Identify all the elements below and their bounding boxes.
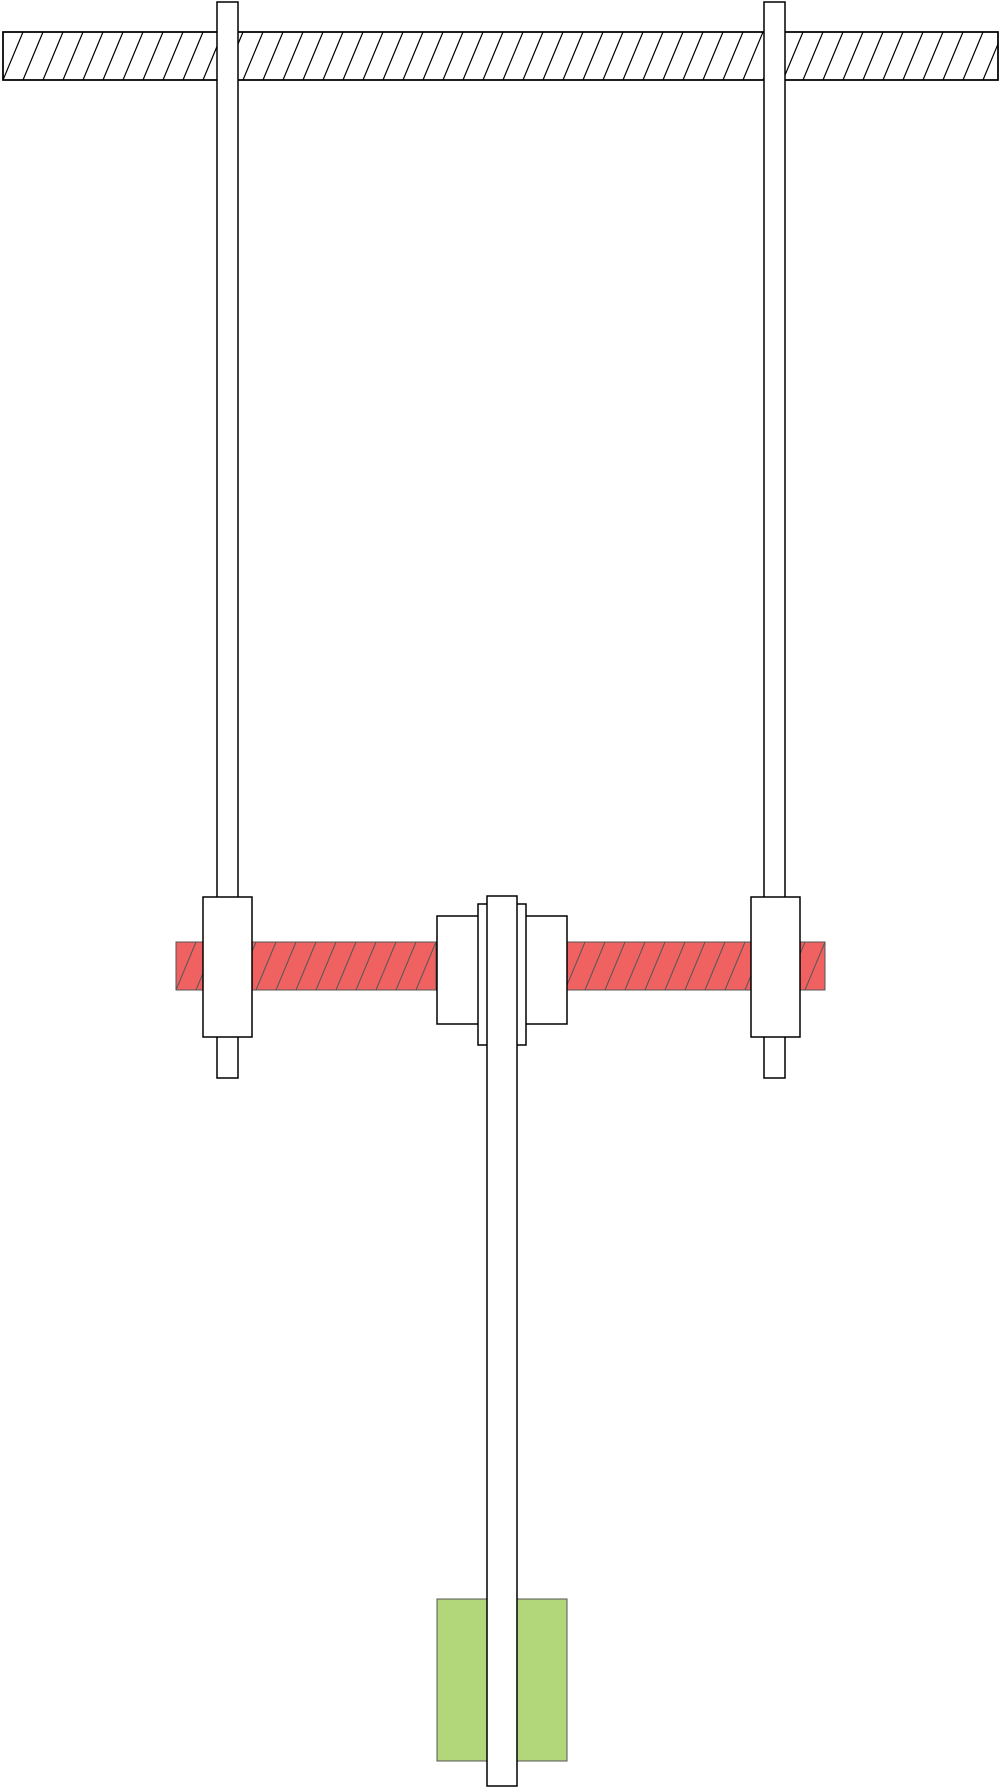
ceiling-beam-hatch-line (322, 32, 344, 80)
ceiling-beam-hatching (3, 32, 998, 80)
ceiling-beam-hatch-line (162, 32, 184, 80)
ceiling-beam-hatch-line (682, 32, 704, 80)
ceiling-beam-hatch-line (802, 32, 824, 80)
ceiling-beam-hatch-line (562, 32, 584, 80)
ceiling-beam-hatch-line (122, 32, 144, 80)
ceiling-beam-hatch-line (882, 32, 904, 80)
ceiling-beam-hatch-line (942, 32, 964, 80)
red-crossbar-hatch-line (664, 942, 686, 990)
red-crossbar-hatch-line (704, 942, 726, 990)
left-clamp-block (202, 896, 253, 1038)
ceiling-beam-hatch-line (3, 32, 24, 80)
ceiling-beam-hatch-line (342, 32, 364, 80)
ceiling-beam-hatch-line (62, 32, 84, 80)
ceiling-beam-hatch-line (482, 32, 504, 80)
red-crossbar-hatch-line (565, 942, 586, 990)
red-crossbar-hatch-line (355, 942, 377, 990)
red-crossbar-hatch-line (255, 942, 277, 990)
red-crossbar-left-outline (175, 941, 437, 991)
red-crossbar-hatch-line (804, 942, 825, 990)
ceiling-beam-hatch-line (242, 32, 264, 80)
ceiling-beam-hatch-line (522, 32, 544, 80)
ceiling-beam-hatch-line (742, 32, 764, 80)
ceiling-beam-hatch-line (182, 32, 204, 80)
red-crossbar-hatch-line (395, 942, 417, 990)
red-crossbar-hatch-line (644, 942, 666, 990)
ceiling-beam-hatch-line (382, 32, 404, 80)
ceiling-beam-hatch-line (402, 32, 424, 80)
ceiling-beam-hatch-line (462, 32, 484, 80)
red-crossbar-hatch-line (584, 942, 606, 990)
red-crossbar-hatch-line (275, 942, 297, 990)
ceiling-beam-hatch-line (22, 32, 44, 80)
red-crossbar-hatch-line (624, 942, 646, 990)
ceiling-beam-hatch-line (722, 32, 744, 80)
ceiling-beam-hatch-line (902, 32, 924, 80)
red-crossbar-hatch-line (375, 942, 397, 990)
ceiling-beam-hatch-line (582, 32, 604, 80)
ceiling-beam-hatch-line (862, 32, 884, 80)
ceiling-beam-hatch-line (502, 32, 524, 80)
ceiling-beam-hatch-line (662, 32, 684, 80)
red-crossbar-hatch-line (176, 942, 197, 990)
right-hanger-rod (763, 1, 786, 1079)
ceiling-beam-hatch-line (282, 32, 304, 80)
right-clamp-block (750, 896, 801, 1038)
ceiling-beam-hatch-line (922, 32, 944, 80)
ceiling-beam-hatch-line (302, 32, 324, 80)
ceiling-beam-hatch-line (262, 32, 284, 80)
ceiling-beam-hatch-line (702, 32, 724, 80)
red-crossbar-hatch-line (315, 942, 337, 990)
ceiling-beam-hatch-line (622, 32, 644, 80)
ceiling-beam-hatch-line (42, 32, 64, 80)
ceiling-beam-hatch-line (602, 32, 624, 80)
ceiling-beam-hatch-line (822, 32, 844, 80)
ceiling-beam-hatch-line (442, 32, 464, 80)
ceiling-beam-hatch-line (142, 32, 164, 80)
left-hanger-rod (216, 1, 239, 1079)
ceiling-beam-hatch-line (782, 32, 804, 80)
ceiling-beam-hatch-line (842, 32, 864, 80)
ceiling-beam-hatch-line (102, 32, 124, 80)
ceiling-beam (2, 31, 999, 81)
red-crossbar-hatch-line (684, 942, 706, 990)
red-crossbar-hatch-line (176, 942, 177, 944)
ceiling-beam-hatch-line (82, 32, 104, 80)
ceiling-beam-hatch-line (422, 32, 444, 80)
red-crossbar-hatch-line (824, 988, 825, 990)
ceiling-beam-hatch-line (542, 32, 564, 80)
red-crossbar-hatch-line (295, 942, 317, 990)
ceiling-beam-hatch-line (962, 32, 984, 80)
ceiling-beam-hatch-line (982, 42, 998, 80)
ceiling-beam-hatch-line (642, 32, 664, 80)
red-crossbar-hatch-line (335, 942, 357, 990)
red-crossbar-hatch-line (415, 942, 436, 990)
red-crossbar-hatch-line (604, 942, 626, 990)
ceiling-beam-body (2, 31, 999, 81)
vertical-shaft (486, 895, 518, 1787)
ceiling-beam-hatch-line (362, 32, 384, 80)
red-crossbar-hatch-line (724, 942, 746, 990)
ceiling-beam-outline (2, 31, 999, 81)
